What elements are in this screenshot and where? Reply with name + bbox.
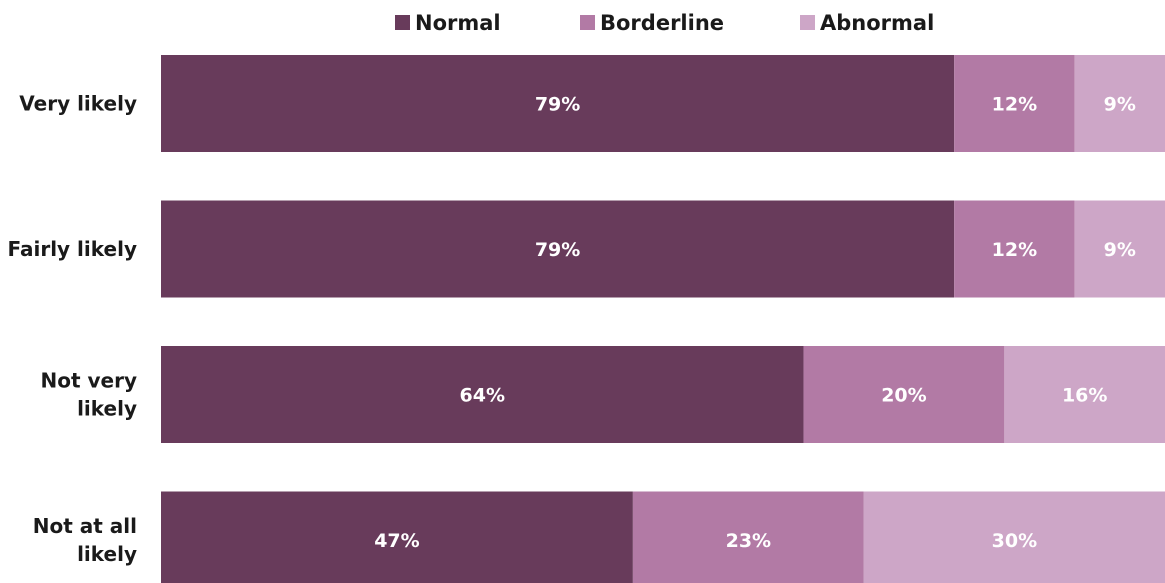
bar-segment-borderline-3: [632, 491, 864, 583]
legend: Normal Borderline Abnormal: [395, 11, 934, 35]
category-label-0: Very likely: [19, 92, 137, 116]
bar-segment-abnormal-0: [1074, 55, 1165, 152]
data-label-abnormal-0: 9%: [1104, 94, 1136, 116]
data-label-abnormal-1: 9%: [1104, 239, 1136, 261]
data-label-normal-3: 47%: [374, 530, 419, 552]
data-label-abnormal-3: 30%: [992, 530, 1037, 552]
data-label-borderline-3: 23%: [726, 530, 771, 552]
legend-swatch-borderline: [580, 15, 595, 30]
bar-segment-borderline-2: [803, 346, 1005, 443]
bar-segment-abnormal-1: [1074, 200, 1165, 298]
legend-swatch-abnormal: [800, 15, 815, 30]
data-label-normal-1: 79%: [535, 239, 580, 261]
legend-label-normal: Normal: [415, 11, 501, 35]
category-label-3: Not at all likely: [33, 514, 137, 566]
plot-area: 79% 12% 9% Very likely 79% 12% 9% Fairly likely…: [8, 55, 1165, 583]
bar-segment-normal-3: [161, 491, 633, 583]
bar-segment-borderline-0: [954, 55, 1075, 152]
legend-label-abnormal: Abnormal: [820, 11, 934, 35]
bar-segment-normal-2: [161, 346, 804, 443]
bar-segment-normal-1: [161, 200, 955, 298]
data-label-normal-0: 79%: [535, 94, 580, 116]
legend-label-borderline: Borderline: [600, 11, 724, 35]
data-label-borderline-2: 20%: [881, 385, 926, 407]
bar-segment-abnormal-2: [1004, 346, 1165, 443]
legend-swatch-normal: [395, 15, 410, 30]
bar-segment-abnormal-3: [863, 491, 1165, 583]
data-label-abnormal-2: 16%: [1062, 385, 1107, 407]
data-label-borderline-0: 12%: [992, 94, 1037, 116]
bar-segment-normal-0: [161, 55, 955, 152]
category-label-2: Not very likely: [40, 369, 137, 421]
data-label-borderline-1: 12%: [992, 239, 1037, 261]
category-label-1: Fairly likely: [8, 237, 138, 261]
data-label-normal-2: 64%: [460, 385, 505, 407]
bar-segment-borderline-1: [954, 200, 1075, 298]
